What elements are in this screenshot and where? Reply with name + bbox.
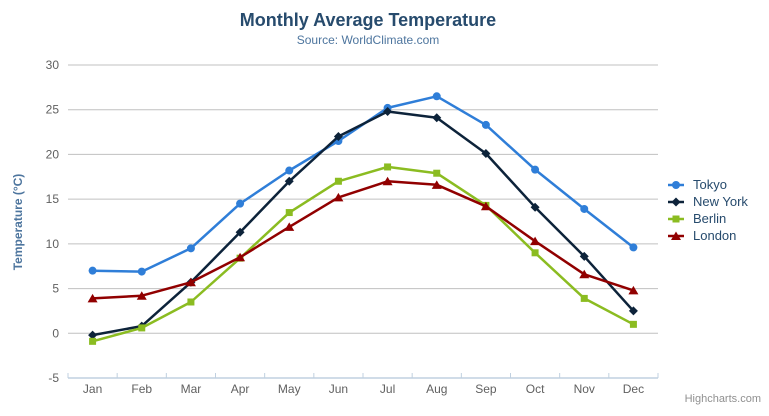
legend: Tokyo New York Berlin London [668,176,748,244]
series-tokyo-marker-circle[interactable] [531,165,540,174]
series-tokyo-marker-circle[interactable] [236,199,245,208]
series-new-york-marker-diamond[interactable] [235,227,245,237]
legend-item-new-york[interactable]: New York [668,193,748,210]
x-axis-label: May [278,382,301,396]
x-axis-label: Aug [426,382,447,396]
legend-item-london[interactable]: London [668,227,748,244]
series-berlin-marker-square[interactable] [89,337,97,345]
series-line-tokyo[interactable] [91,95,635,273]
y-axis-label: 20 [46,147,60,161]
x-axis-label: Nov [574,382,595,396]
series-london-marker-triangle[interactable] [579,269,590,279]
series-new-york-marker-diamond[interactable] [628,306,638,316]
series-berlin-marker-square[interactable] [138,324,146,332]
x-axis-label: Mar [181,382,202,396]
legend-label: Tokyo [693,177,727,192]
series-berlin-marker-square[interactable] [285,209,293,217]
legend-item-tokyo[interactable]: Tokyo [668,176,748,193]
series-london-marker-triangle[interactable] [480,201,491,211]
series-berlin-marker-square[interactable] [433,169,441,177]
x-axis-label: Feb [131,382,152,396]
series-london-marker-triangle[interactable] [333,192,344,202]
series-london-marker-triangle[interactable] [235,252,246,262]
series-tokyo-marker-circle[interactable] [88,266,97,275]
chart-title: Monthly Average Temperature [239,10,497,30]
series-new-york-marker-diamond[interactable] [88,330,98,340]
series-tokyo-marker-circle[interactable] [285,166,294,175]
series-tokyo-marker-circle[interactable] [481,120,490,129]
chart-subtitle: Source: WorldClimate.com [296,33,440,47]
x-axis-label: Apr [231,382,250,396]
series-new-york-marker-diamond[interactable] [284,176,294,186]
x-axis-label: Dec [623,382,644,396]
series-london-marker-triangle[interactable] [382,176,393,186]
series-new-york-marker-diamond[interactable] [333,132,343,142]
series-london-marker-triangle[interactable] [431,180,442,189]
series-london-marker-triangle[interactable] [628,285,639,295]
y-axis-label: 0 [52,326,59,340]
y-axis-label: 30 [46,58,60,72]
legend-label: New York [693,194,748,209]
y-axis-label: -5 [48,371,59,385]
series-london-marker-triangle[interactable] [185,277,196,287]
tokyo-legend-marker-icon [668,180,684,189]
series-new-york-marker-diamond[interactable] [579,251,589,261]
berlin-legend-marker-icon [668,215,684,222]
series-tokyo-marker-circle[interactable] [629,243,638,252]
series-london-marker-triangle[interactable] [284,222,295,231]
series-tokyo-marker-circle[interactable] [186,244,195,253]
series-berlin-marker-square[interactable] [629,320,637,328]
legend-label: Berlin [693,211,727,226]
y-axis-label: 15 [46,192,60,206]
series-new-york-marker-diamond[interactable] [530,202,540,212]
series-new-york-marker-diamond[interactable] [432,113,442,123]
series-line-london[interactable] [91,180,635,300]
x-axis-label: Jul [380,382,395,396]
series-london-marker-triangle[interactable] [136,291,147,300]
series-tokyo-marker-circle[interactable] [137,267,146,276]
y-axis-label: 25 [46,103,60,117]
london-legend-marker-icon [668,231,684,240]
series-new-york-marker-diamond[interactable] [481,149,491,159]
x-axis-label: Oct [526,382,545,396]
series-line-berlin[interactable] [91,165,635,343]
y-axis-title: Temperature (°C) [11,174,25,271]
x-axis-label: Jun [329,382,348,396]
series-berlin-marker-square[interactable] [384,163,392,171]
legend-item-berlin[interactable]: Berlin [668,210,748,227]
legend-label: London [693,228,737,243]
new-york-legend-marker-icon [668,197,684,206]
series-tokyo-marker-circle[interactable] [432,92,441,101]
series-berlin-marker-square[interactable] [580,294,588,302]
series-new-york-marker-diamond[interactable] [383,107,393,117]
series-tokyo-marker-circle[interactable] [580,204,589,213]
x-axis-label: Sep [475,382,497,396]
x-axis-label: Jan [83,382,102,396]
series-line-new-york[interactable] [91,110,635,337]
y-axis-label: 10 [46,237,60,251]
series-berlin-marker-square[interactable] [187,298,195,306]
y-axis-label: 5 [52,282,59,296]
series-london-marker-triangle[interactable] [530,236,541,246]
series-london-marker-triangle[interactable] [87,293,98,303]
credits-link[interactable]: Highcharts.com [684,393,761,405]
series-berlin-marker-square[interactable] [531,249,539,257]
series-berlin-marker-square[interactable] [334,177,342,185]
